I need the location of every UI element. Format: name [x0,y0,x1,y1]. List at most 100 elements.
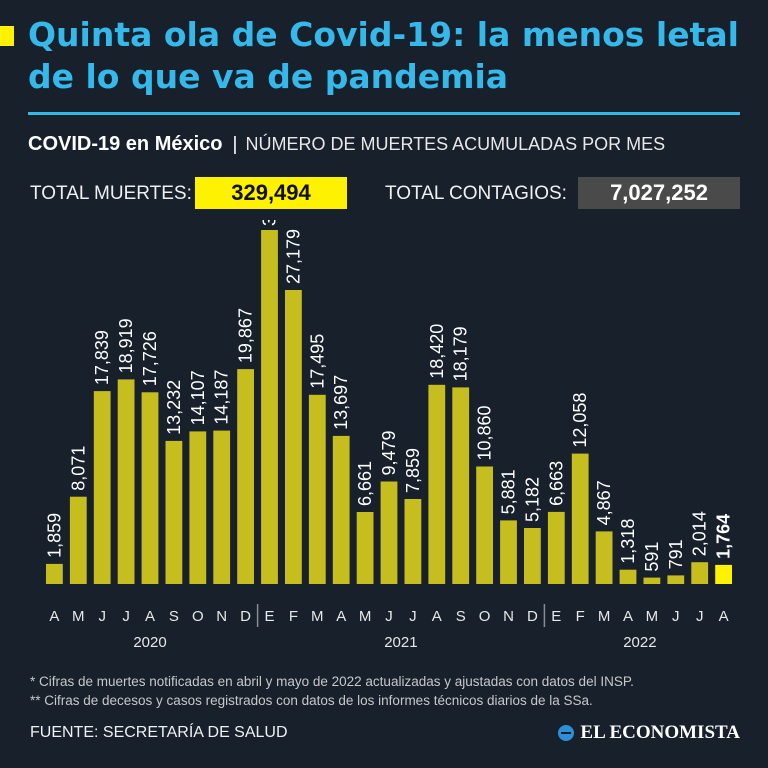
subtitle-metric: NÚMERO DE MUERTES ACUMULADAS POR MES [245,134,666,154]
bar-16 [428,384,446,584]
bar-series [46,230,732,584]
total-cases-label: TOTAL CONTAGIOS: [385,183,567,204]
chart-subtitle: COVID-19 en México | NÚMERO DE MUERTES ACU… [28,133,665,156]
bar-17 [452,387,470,584]
el-economista-icon [558,725,575,741]
bar-7 [213,430,231,584]
month-label-28: A [719,608,729,625]
bar-9 [261,230,278,584]
value-label-14: 9,479 [379,430,399,475]
value-label-22: 12,058 [570,393,590,448]
month-label-26: J [672,608,680,625]
value-label-3: 18,919 [116,318,136,373]
value-label-9: 32,729 [260,220,280,226]
value-label-0: 1,859 [44,513,64,558]
year-label-2020: 2020 [133,634,166,651]
month-label-20: D [527,608,538,625]
value-label-4: 17,726 [140,331,160,386]
bar-11 [308,394,326,584]
totals-row: TOTAL MUERTES: 329,494 TOTAL CONTAGIOS: … [0,177,768,211]
month-label-22: F [576,608,585,625]
month-label-15: J [409,608,417,625]
bar-23 [595,531,613,584]
month-label-8: D [240,608,251,625]
bar-3 [117,379,135,584]
month-label-19: N [503,608,514,625]
month-label-10: F [289,608,298,625]
month-label-13: M [359,608,372,625]
brand-logo: EL ECONOMISTA [558,722,740,744]
bar-19 [500,520,517,584]
source-credit: FUENTE: SECRETARÍA DE SALUD [30,724,288,741]
bar-27 [691,562,709,584]
title-accent-bar [0,26,14,46]
total-cases-value: 7,027,252 [578,177,740,209]
value-label-15: 7,859 [403,448,423,493]
value-label-27: 2,014 [690,511,710,556]
bar-14 [380,481,398,584]
value-label-5: 13,232 [164,380,184,435]
bar-8 [237,369,254,584]
title-divider [28,112,740,115]
value-label-16: 18,420 [427,324,447,379]
value-label-7: 14,187 [212,370,232,425]
month-label-12: A [336,608,346,625]
bar-24 [619,569,637,584]
year-label-2022: 2022 [623,634,656,651]
footnotes: * Cifras de muertes notificadas en abril… [30,672,634,710]
footnote-1: * Cifras de muertes notificadas en abril… [30,674,634,689]
value-label-13: 6,661 [355,461,375,506]
footnote-2: ** Cifras de decesos y casos registrados… [30,693,593,708]
month-label-1: M [72,608,85,625]
bar-25 [643,577,661,584]
value-label-1: 8,071 [68,446,88,491]
month-label-16: A [432,608,442,625]
month-label-23: M [598,608,611,625]
year-axis: 2020 2021 2022 [133,634,656,651]
month-label-27: J [696,608,704,625]
month-label-24: A [623,608,633,625]
month-label-4: A [145,608,155,625]
value-label-23: 4,867 [594,480,614,525]
bar-13 [356,512,374,584]
value-label-25: 591 [642,542,662,572]
total-deaths-value: 329,494 [195,177,347,209]
year-separators [256,604,546,627]
month-label-11: M [311,608,324,625]
value-label-12: 13,697 [331,375,351,430]
month-label-21: E [551,608,561,625]
value-label-18: 10,860 [475,405,495,460]
brand-name: EL ECONOMISTA [580,722,740,743]
bar-12 [332,435,350,584]
bar-5 [165,440,183,584]
value-label-11: 17,495 [307,334,327,389]
month-label-2: J [98,608,106,625]
bar-22 [571,453,589,584]
bar-2 [93,391,111,584]
value-label-19: 5,881 [499,469,519,514]
value-label-20: 5,182 [522,477,542,522]
month-label-9: E [264,608,274,625]
month-label-3: J [122,608,130,625]
bar-28 [715,564,732,584]
month-label-25: M [646,608,659,625]
month-label-5: S [169,608,179,625]
value-label-26: 791 [666,539,686,569]
month-label-18: O [479,608,491,625]
bar-4 [141,392,159,584]
subtitle-topic: COVID-19 en México [28,133,223,155]
month-label-14: J [385,608,393,625]
month-label-6: O [192,608,204,625]
year-label-2021: 2021 [384,634,417,651]
bar-20 [524,528,541,584]
month-label-7: N [216,608,227,625]
value-label-2: 17,839 [92,330,112,385]
bar-18 [476,466,493,584]
subtitle-separator: | [232,134,238,155]
month-label-17: S [456,608,466,625]
bar-15 [404,499,422,584]
bar-1 [69,496,87,584]
